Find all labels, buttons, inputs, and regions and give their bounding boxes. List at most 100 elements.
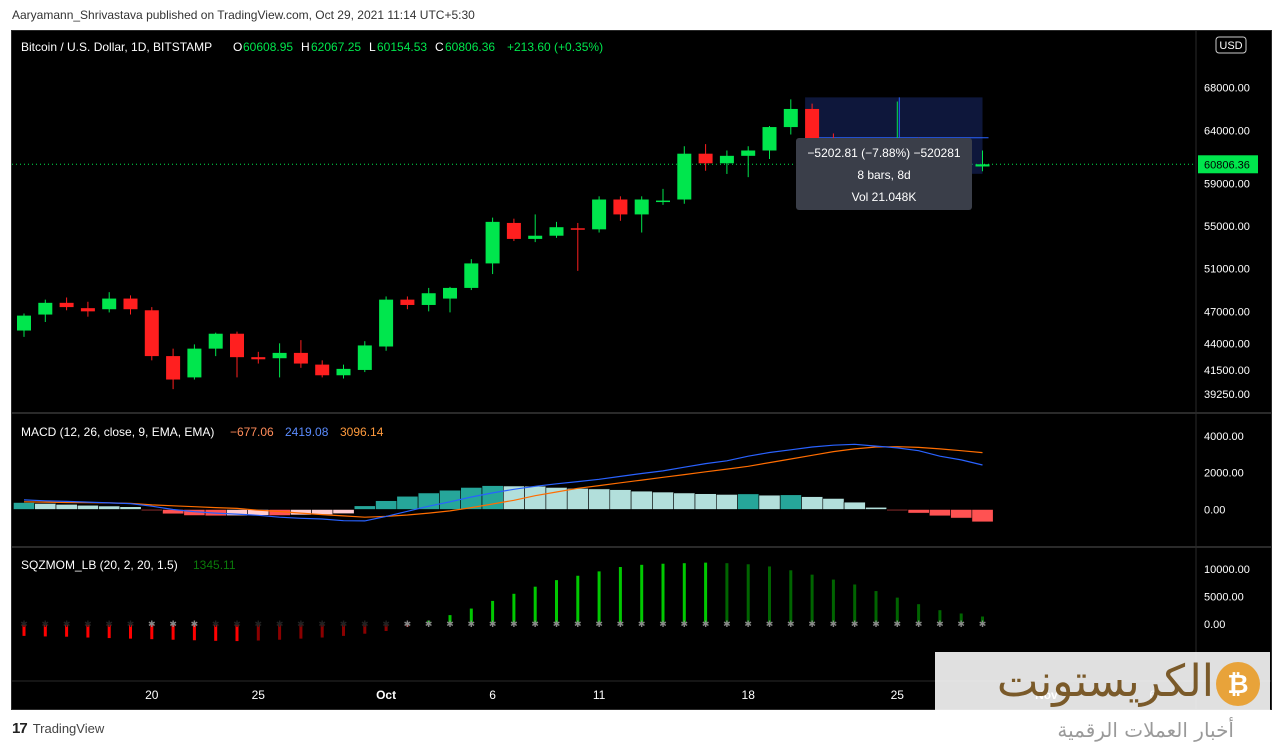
- sqz-dot: ✱: [595, 619, 603, 629]
- macd-hist-bar: [950, 509, 973, 519]
- candle-body: [166, 356, 181, 380]
- candle: [698, 144, 713, 171]
- macd-hist-bar: [737, 493, 760, 510]
- macd-hist-bar: [673, 492, 696, 510]
- macd-hist-bar: [928, 509, 951, 517]
- time-tick-label: 11: [593, 688, 606, 702]
- sqz-dot: ✱: [297, 619, 305, 629]
- sqz-dot: ✱: [489, 619, 497, 629]
- macd-hist-bar: [119, 506, 142, 510]
- sqz-bar: [192, 623, 196, 641]
- sqz-dot: ✱: [510, 619, 518, 629]
- sqz-bar: [86, 623, 90, 638]
- candle-body: [783, 108, 798, 128]
- sqz-dot: ✱: [766, 619, 774, 629]
- macd-hist-bar: [98, 505, 121, 510]
- measure-line-1: −5202.81 (−7.88%) −520281: [807, 146, 960, 160]
- symbol-label: Bitcoin / U.S. Dollar, 1D, BITSTAMP: [21, 40, 212, 54]
- macd-hist-bar: [886, 509, 909, 511]
- time-tick-label: 25: [252, 688, 266, 702]
- candle-body: [656, 200, 670, 203]
- sqz-tick-label: 0.00: [1204, 619, 1225, 631]
- candle: [293, 340, 308, 368]
- price-tick-label: 51000.00: [1204, 264, 1250, 276]
- macd-hist-bar: [865, 506, 888, 510]
- candle: [570, 222, 585, 271]
- candle-body: [336, 368, 351, 376]
- sqz-bar: [22, 623, 26, 636]
- sqz-dot: ✱: [979, 619, 987, 629]
- watermark-subtitle: أخبار العملات الرقمية: [1057, 718, 1234, 742]
- sqz-dot: ✱: [808, 619, 816, 629]
- sqz-dot: ✱: [894, 619, 902, 629]
- sqz-tick-label: 10000.00: [1204, 564, 1250, 576]
- candle: [144, 307, 159, 361]
- sqz-dot: ✱: [404, 619, 412, 629]
- candle: [80, 301, 95, 317]
- currency-badge[interactable]: USD: [1215, 36, 1247, 54]
- time-tick-label: Oct: [376, 688, 396, 702]
- sqz-legend: SQZMOM_LB (20, 2, 20, 1.5) 1345.11: [21, 558, 236, 572]
- sqz-dot: ✱: [702, 619, 710, 629]
- price-tick-label: 47000.00: [1204, 306, 1250, 318]
- sqz-bar: [427, 620, 431, 624]
- macd-hist-bar: [715, 494, 738, 510]
- sqz-dot: ✱: [638, 619, 646, 629]
- sqz-bar: [405, 623, 409, 627]
- candle-body: [592, 199, 607, 230]
- sqz-dot: ✱: [255, 619, 263, 629]
- sqz-bar: [789, 570, 793, 624]
- tradingview-logo[interactable]: 17 TradingView: [12, 720, 104, 737]
- bitcoin-coin-icon: ₿: [1216, 662, 1260, 706]
- measure-line-2: 8 bars, 8d: [857, 168, 910, 182]
- sqz-dot: ✱: [531, 619, 539, 629]
- sqz-bar: [682, 563, 686, 624]
- macd-hist-bar: [652, 491, 675, 510]
- sqz-dot: ✱: [617, 619, 625, 629]
- macd-line: [23, 443, 983, 522]
- macd-hist-bar: [34, 503, 57, 510]
- o-label: O: [233, 40, 242, 54]
- sqz-bar: [384, 623, 388, 631]
- sqz-bar: [342, 623, 345, 636]
- sqz-dot: ✱: [681, 619, 689, 629]
- candle-body: [38, 302, 53, 315]
- macd-hist-bar: [375, 500, 398, 510]
- candle: [549, 221, 564, 238]
- sqz-bar: [512, 593, 516, 624]
- sqz-bar: [640, 564, 644, 624]
- sqz-bar: [363, 623, 367, 634]
- sqz-dot: ✱: [276, 619, 284, 629]
- candle-body: [315, 364, 330, 376]
- candle-body: [17, 315, 31, 331]
- candle: [421, 287, 436, 312]
- tv-brand: TradingView: [32, 721, 105, 736]
- candle-body: [443, 287, 457, 299]
- macd-value-3: 3096.14: [340, 425, 384, 439]
- candle-body: [485, 221, 500, 264]
- sqz-bar: [831, 579, 835, 624]
- candle-body: [123, 298, 138, 310]
- sqz-bar: [661, 563, 665, 624]
- sqz-dot: ✱: [233, 619, 241, 629]
- candle-body: [464, 263, 479, 288]
- c-value: 60806.36: [445, 40, 495, 54]
- tv-icon: 17: [12, 720, 28, 737]
- price-tick-label: 55000.00: [1204, 221, 1250, 233]
- macd-hist-bar: [843, 501, 866, 510]
- candle-body: [102, 298, 117, 310]
- sqz-bar: [746, 564, 750, 624]
- sqz-dot: ✱: [936, 619, 944, 629]
- c-label: C: [435, 40, 444, 54]
- sqz-bar: [853, 584, 857, 624]
- candle: [634, 196, 649, 233]
- macd-value-2: 2419.08: [285, 425, 329, 439]
- macd-hist-bar: [13, 502, 35, 510]
- candle-body: [293, 352, 308, 364]
- chart-area[interactable]: Bitcoin / U.S. Dollar, 1D, BITSTAMP O 60…: [11, 30, 1272, 710]
- candle: [357, 341, 372, 373]
- chart-svg[interactable]: Bitcoin / U.S. Dollar, 1D, BITSTAMP O 60…: [12, 31, 1271, 709]
- l-label: L: [369, 40, 376, 54]
- macd-hist-bar: [77, 504, 99, 510]
- candle-body: [570, 228, 585, 230]
